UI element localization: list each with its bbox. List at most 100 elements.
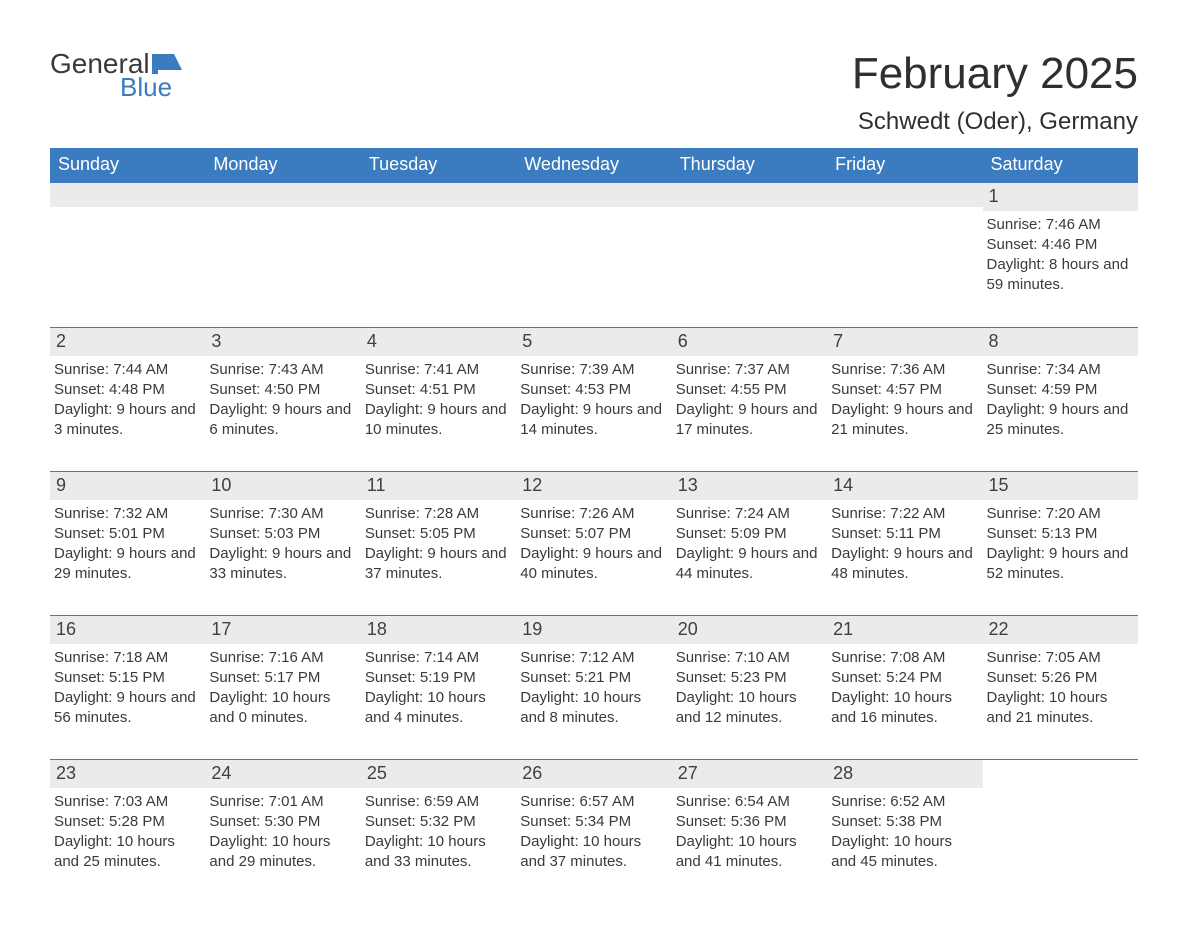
sunset-text: Sunset: 5:19 PM <box>365 668 510 688</box>
calendar-day-cell: 18Sunrise: 7:14 AMSunset: 5:19 PMDayligh… <box>361 616 516 759</box>
calendar-day-cell: 7Sunrise: 7:36 AMSunset: 4:57 PMDaylight… <box>827 328 982 471</box>
day-number: 16 <box>50 616 205 644</box>
page-header: General Blue February 2025 Schwedt (Oder… <box>50 50 1138 136</box>
daylight-text: Daylight: 9 hours and 3 minutes. <box>54 400 199 440</box>
weekday-header-row: SundayMondayTuesdayWednesdayThursdayFrid… <box>50 148 1138 183</box>
daylight-text: Daylight: 9 hours and 44 minutes. <box>676 544 821 584</box>
location-subtitle: Schwedt (Oder), Germany <box>852 108 1138 136</box>
calendar-day-cell: 6Sunrise: 7:37 AMSunset: 4:55 PMDaylight… <box>672 328 827 471</box>
sunset-text: Sunset: 5:05 PM <box>365 524 510 544</box>
sunset-text: Sunset: 5:24 PM <box>831 668 976 688</box>
day-number: 27 <box>672 760 827 788</box>
empty-daynum-strip <box>672 183 827 207</box>
daylight-text: Daylight: 9 hours and 6 minutes. <box>209 400 354 440</box>
sunrise-text: Sunrise: 7:20 AM <box>987 504 1132 524</box>
calendar-day-cell: 26Sunrise: 6:57 AMSunset: 5:34 PMDayligh… <box>516 760 671 903</box>
calendar-day-cell: 23Sunrise: 7:03 AMSunset: 5:28 PMDayligh… <box>50 760 205 903</box>
day-number: 23 <box>50 760 205 788</box>
calendar-day-cell: 22Sunrise: 7:05 AMSunset: 5:26 PMDayligh… <box>983 616 1138 759</box>
sunset-text: Sunset: 4:55 PM <box>676 380 821 400</box>
calendar-day-cell: 4 Sunrise: 7:41 AMSunset: 4:51 PMDaylight… <box>361 328 516 471</box>
sunset-text: Sunset: 5:17 PM <box>209 668 354 688</box>
calendar-day-cell: 3 Sunrise: 7:43 AMSunset: 4:50 PMDaylight… <box>205 328 360 471</box>
weekday-header-cell: Friday <box>827 148 982 183</box>
sunrise-text: Sunrise: 7:16 AM <box>209 648 354 668</box>
daylight-text: Daylight: 9 hours and 10 minutes. <box>365 400 510 440</box>
day-number: 26 <box>516 760 671 788</box>
calendar-day-cell: 9Sunrise: 7:32 AMSunset: 5:01 PMDaylight… <box>50 472 205 615</box>
day-number: 13 <box>672 472 827 500</box>
sunset-text: Sunset: 4:51 PM <box>365 380 510 400</box>
sunrise-text: Sunrise: 7:44 AM <box>54 360 199 380</box>
calendar-day-cell: 8Sunrise: 7:34 AMSunset: 4:59 PMDaylight… <box>983 328 1138 471</box>
sunrise-text: Sunrise: 7:28 AM <box>365 504 510 524</box>
day-number: 3 <box>205 328 360 356</box>
daylight-text: Daylight: 10 hours and 8 minutes. <box>520 688 665 728</box>
day-number: 24 <box>205 760 360 788</box>
empty-daynum-strip <box>827 183 982 207</box>
day-number: 4 <box>361 328 516 356</box>
day-number: 2 <box>50 328 205 356</box>
day-number: 7 <box>827 328 982 356</box>
sunset-text: Sunset: 4:53 PM <box>520 380 665 400</box>
calendar-day-cell: 24Sunrise: 7:01 AMSunset: 5:30 PMDayligh… <box>205 760 360 903</box>
sunset-text: Sunset: 5:01 PM <box>54 524 199 544</box>
daylight-text: Daylight: 9 hours and 25 minutes. <box>987 400 1132 440</box>
sunset-text: Sunset: 5:03 PM <box>209 524 354 544</box>
sunset-text: Sunset: 5:34 PM <box>520 812 665 832</box>
brand-word-2: Blue <box>120 74 182 100</box>
sunrise-text: Sunrise: 7:46 AM <box>987 215 1132 235</box>
sunrise-text: Sunrise: 7:05 AM <box>987 648 1132 668</box>
daylight-text: Daylight: 9 hours and 40 minutes. <box>520 544 665 584</box>
calendar-empty-cell <box>983 760 1138 903</box>
calendar-empty-cell <box>516 183 671 327</box>
daylight-text: Daylight: 9 hours and 14 minutes. <box>520 400 665 440</box>
sunrise-text: Sunrise: 7:39 AM <box>520 360 665 380</box>
sunset-text: Sunset: 5:32 PM <box>365 812 510 832</box>
sunset-text: Sunset: 5:38 PM <box>831 812 976 832</box>
sunrise-text: Sunrise: 7:43 AM <box>209 360 354 380</box>
weekday-header-cell: Wednesday <box>516 148 671 183</box>
day-number: 21 <box>827 616 982 644</box>
month-title: February 2025 <box>852 50 1138 98</box>
day-number: 19 <box>516 616 671 644</box>
daylight-text: Daylight: 10 hours and 25 minutes. <box>54 832 199 872</box>
calendar-empty-cell <box>672 183 827 327</box>
day-number: 28 <box>827 760 982 788</box>
brand-logo: General Blue <box>50 50 182 100</box>
calendar-day-cell: 12Sunrise: 7:26 AMSunset: 5:07 PMDayligh… <box>516 472 671 615</box>
sunrise-text: Sunrise: 6:57 AM <box>520 792 665 812</box>
daylight-text: Daylight: 10 hours and 16 minutes. <box>831 688 976 728</box>
daylight-text: Daylight: 10 hours and 0 minutes. <box>209 688 354 728</box>
calendar-week-row: 2Sunrise: 7:44 AMSunset: 4:48 PMDaylight… <box>50 327 1138 471</box>
empty-daynum-strip <box>516 183 671 207</box>
weekday-header-cell: Saturday <box>983 148 1138 183</box>
day-number: 15 <box>983 472 1138 500</box>
sunset-text: Sunset: 4:59 PM <box>987 380 1132 400</box>
sunset-text: Sunset: 5:15 PM <box>54 668 199 688</box>
sunrise-text: Sunrise: 7:18 AM <box>54 648 199 668</box>
day-number: 9 <box>50 472 205 500</box>
daylight-text: Daylight: 10 hours and 41 minutes. <box>676 832 821 872</box>
empty-daynum-strip <box>205 183 360 207</box>
daylight-text: Daylight: 10 hours and 29 minutes. <box>209 832 354 872</box>
calendar-day-cell: 5Sunrise: 7:39 AMSunset: 4:53 PMDaylight… <box>516 328 671 471</box>
day-number: 12 <box>516 472 671 500</box>
sunrise-text: Sunrise: 7:10 AM <box>676 648 821 668</box>
calendar-day-cell: 19Sunrise: 7:12 AMSunset: 5:21 PMDayligh… <box>516 616 671 759</box>
daylight-text: Daylight: 10 hours and 33 minutes. <box>365 832 510 872</box>
sunset-text: Sunset: 5:09 PM <box>676 524 821 544</box>
daylight-text: Daylight: 9 hours and 56 minutes. <box>54 688 199 728</box>
brand-text: General Blue <box>50 50 182 100</box>
sunset-text: Sunset: 4:50 PM <box>209 380 354 400</box>
daylight-text: Daylight: 9 hours and 17 minutes. <box>676 400 821 440</box>
sunrise-text: Sunrise: 7:32 AM <box>54 504 199 524</box>
sunrise-text: Sunrise: 7:26 AM <box>520 504 665 524</box>
weekday-header-cell: Thursday <box>672 148 827 183</box>
sunrise-text: Sunrise: 7:01 AM <box>209 792 354 812</box>
sunrise-text: Sunrise: 7:22 AM <box>831 504 976 524</box>
sunrise-text: Sunrise: 7:41 AM <box>365 360 510 380</box>
calendar-week-row: 16Sunrise: 7:18 AMSunset: 5:15 PMDayligh… <box>50 615 1138 759</box>
weekday-header-cell: Monday <box>205 148 360 183</box>
daylight-text: Daylight: 9 hours and 21 minutes. <box>831 400 976 440</box>
